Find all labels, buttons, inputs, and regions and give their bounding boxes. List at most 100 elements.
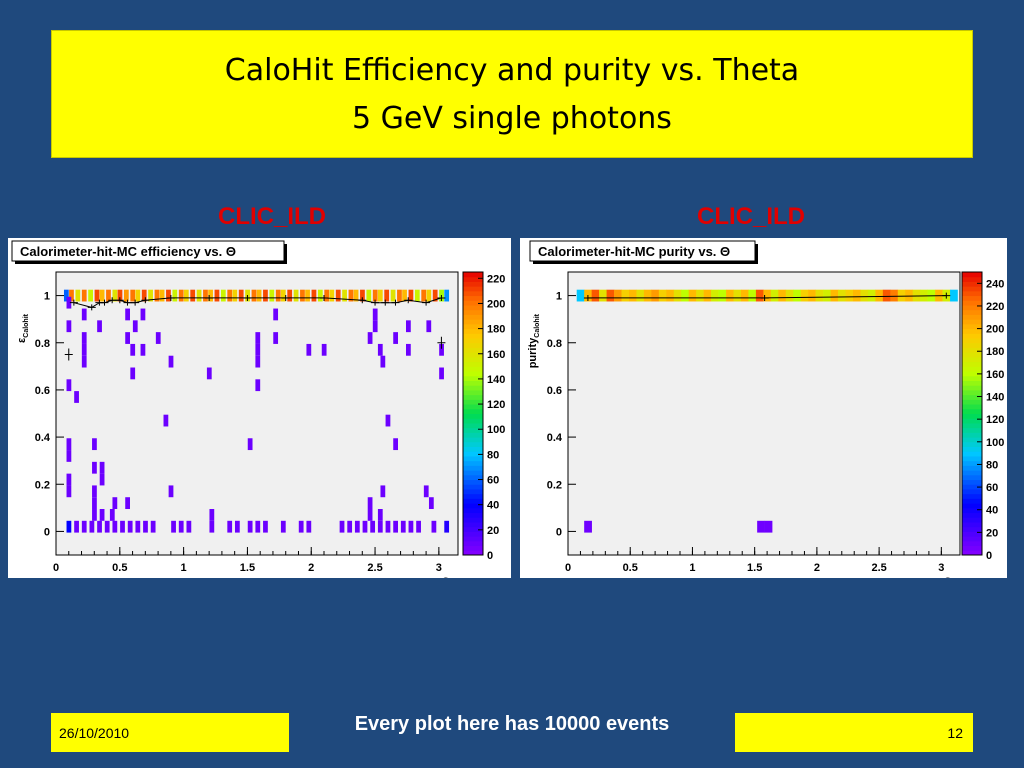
y-tick-label: 0.2 (35, 479, 50, 491)
profile-point (64, 348, 73, 361)
heatmap-cell (227, 520, 233, 533)
heatmap-cell (658, 289, 667, 302)
heatmap-cell (209, 509, 215, 521)
heatmap-cell (203, 289, 208, 302)
heatmap-cell (196, 289, 202, 302)
heatmap-cell (256, 289, 262, 302)
heatmap-cell (317, 289, 323, 302)
y-tick-label: 0.4 (35, 432, 51, 444)
colorbar-segment (962, 493, 982, 499)
colorbar-segment (962, 451, 982, 457)
colorbar-tick-label: 40 (487, 500, 499, 512)
plot-frame (567, 271, 961, 556)
colorbar-segment (463, 531, 483, 537)
heatmap-cell (875, 289, 884, 302)
heatmap-cell (220, 289, 226, 302)
colorbar-segment (463, 394, 483, 400)
colorbar-segment (962, 418, 982, 424)
heatmap-cell (141, 289, 147, 302)
colorbar-segment (962, 512, 982, 518)
heatmap-cell (172, 289, 178, 302)
colorbar-segment (962, 356, 982, 363)
heatmap-cell (130, 343, 136, 356)
heatmap-cell (251, 289, 257, 302)
heatmap-cell (132, 320, 138, 333)
heatmap-cell (125, 497, 130, 510)
colorbar-tick-label: 20 (487, 525, 499, 537)
plot-title: Calorimeter-hit-MC purity vs. Θ (538, 244, 730, 259)
colorbar-segment (463, 366, 483, 372)
colorbar-segment (463, 413, 483, 419)
colorbar-segment (463, 441, 483, 448)
heatmap-cell (703, 289, 712, 302)
colorbar-segment (463, 323, 483, 330)
colorbar-segment (463, 276, 483, 282)
colorbar-segment (463, 408, 483, 414)
y-tick-label: 0 (556, 526, 562, 538)
heatmap-cell (66, 520, 72, 533)
heatmap-cell (444, 289, 450, 302)
colorbar-segment (962, 333, 982, 339)
heatmap-cell (135, 289, 141, 302)
heatmap-cell (150, 520, 156, 533)
colorbar-segment (962, 286, 982, 292)
heatmap-cell (99, 461, 105, 474)
heatmap-cell (306, 520, 312, 533)
colorbar-tick-label: 60 (487, 475, 499, 487)
heatmap-cell (238, 289, 244, 302)
colorbar-segment (962, 446, 982, 452)
heatmap-cell (342, 289, 347, 302)
profile-point (320, 294, 328, 301)
heatmap-cell (255, 355, 261, 368)
heatmap-cell (99, 473, 105, 486)
heatmap-cell (109, 509, 115, 521)
heatmap-cell (66, 473, 72, 486)
heatmap-cell (384, 289, 390, 302)
heatmap-cell (867, 289, 876, 302)
heatmap-cell (66, 450, 72, 462)
profile-point (87, 304, 96, 311)
colorbar-segment (962, 281, 982, 287)
x-tick-label: 2 (308, 562, 314, 574)
colorbar-segment (463, 512, 483, 518)
heatmap-cell (366, 289, 372, 302)
heatmap-cell (845, 289, 854, 302)
efficiency-chart-panel: 0 0.5 1 1.5 2 2.5 3 0 0.2 0.4 0.6 0.8 1 ΘεCalohit 0 20 4… (8, 238, 511, 578)
heatmap-cell (423, 485, 429, 498)
colorbar-tick-label: 160 (487, 349, 505, 361)
colorbar-segment (962, 380, 982, 386)
colorbar-segment (463, 361, 483, 367)
colorbar-tick-label: 120 (986, 414, 1004, 426)
heatmap-cell (673, 289, 682, 302)
heatmap-cell (377, 289, 383, 302)
colorbar-segment (463, 371, 483, 377)
y-tick-label: 0.6 (35, 385, 50, 397)
colorbar-segment (463, 550, 483, 556)
colorbar-segment (962, 371, 982, 377)
colorbar-tick-label: 160 (986, 369, 1004, 381)
heatmap-cell (428, 497, 434, 510)
profile-point (108, 297, 117, 304)
colorbar-segment (962, 488, 982, 495)
colorbar-segment (463, 389, 483, 396)
colorbar-segment (463, 281, 483, 287)
heatmap-cell (125, 308, 130, 321)
y-tick-label: 0 (44, 526, 50, 538)
heatmap-cell (432, 289, 438, 302)
heatmap-cell (106, 289, 111, 302)
profile-point (69, 299, 78, 306)
heatmap-cell (99, 289, 105, 302)
heatmap-cell (860, 289, 869, 302)
colorbar-tick-label: 140 (986, 392, 1004, 404)
heatmap-cell (367, 509, 373, 521)
heatmap-cell (385, 520, 391, 533)
heatmap-cell (99, 509, 105, 521)
heatmap-cell (148, 289, 153, 302)
x-tick-label: 1.5 (240, 562, 255, 574)
page-number: 12 (947, 725, 963, 741)
colorbar-segment (962, 328, 982, 334)
profile-point (437, 336, 446, 349)
heatmap-cell (112, 289, 118, 302)
colorbar-segment (463, 526, 483, 532)
heatmap-cell (88, 289, 93, 302)
